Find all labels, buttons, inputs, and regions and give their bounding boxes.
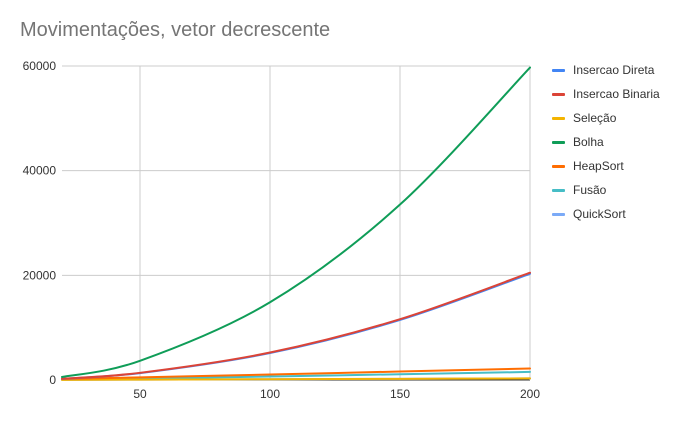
x-tick-label: 50	[133, 387, 147, 401]
legend-swatch	[552, 212, 565, 216]
legend-swatch	[552, 188, 565, 192]
series-line-heapsort	[61, 367, 531, 381]
x-tick-label: 100	[260, 387, 280, 401]
legend-item: Insercao Binaria	[552, 82, 660, 106]
legend-item: Bolha	[552, 130, 660, 154]
series-line-insercao-binaria	[61, 271, 531, 380]
legend-label: Seleção	[573, 111, 617, 125]
legend: Insercao Direta Insercao Binaria Seleção Bo…	[552, 58, 660, 226]
legend-swatch	[552, 68, 565, 72]
series-line-bolha	[61, 66, 531, 379]
legend-item: Fusão	[552, 178, 660, 202]
series-line-selecao	[61, 377, 531, 381]
legend-swatch	[552, 164, 565, 168]
legend-label: HeapSort	[573, 159, 624, 173]
y-tick-label: 20000	[23, 268, 57, 282]
chart-title: Movimentações, vetor decrescente	[20, 19, 331, 41]
legend-label: Insercao Direta	[573, 63, 655, 77]
legend-label: Insercao Binaria	[573, 87, 660, 101]
legend-label: Bolha	[573, 135, 604, 149]
legend-swatch	[552, 140, 565, 144]
y-tick-label: 40000	[23, 164, 57, 178]
legend-item: QuickSort	[552, 202, 660, 226]
legend-swatch	[552, 92, 565, 96]
legend-label: QuickSort	[573, 207, 626, 221]
x-tick-label: 200	[520, 387, 540, 401]
legend-swatch	[552, 116, 565, 120]
x-tick-label: 150	[390, 387, 410, 401]
legend-label: Fusão	[573, 183, 607, 197]
y-tick-label: 0	[49, 373, 56, 387]
legend-item: HeapSort	[552, 154, 660, 178]
legend-item: Seleção	[552, 106, 660, 130]
y-tick-label: 60000	[23, 59, 57, 73]
legend-item: Insercao Direta	[552, 58, 660, 82]
